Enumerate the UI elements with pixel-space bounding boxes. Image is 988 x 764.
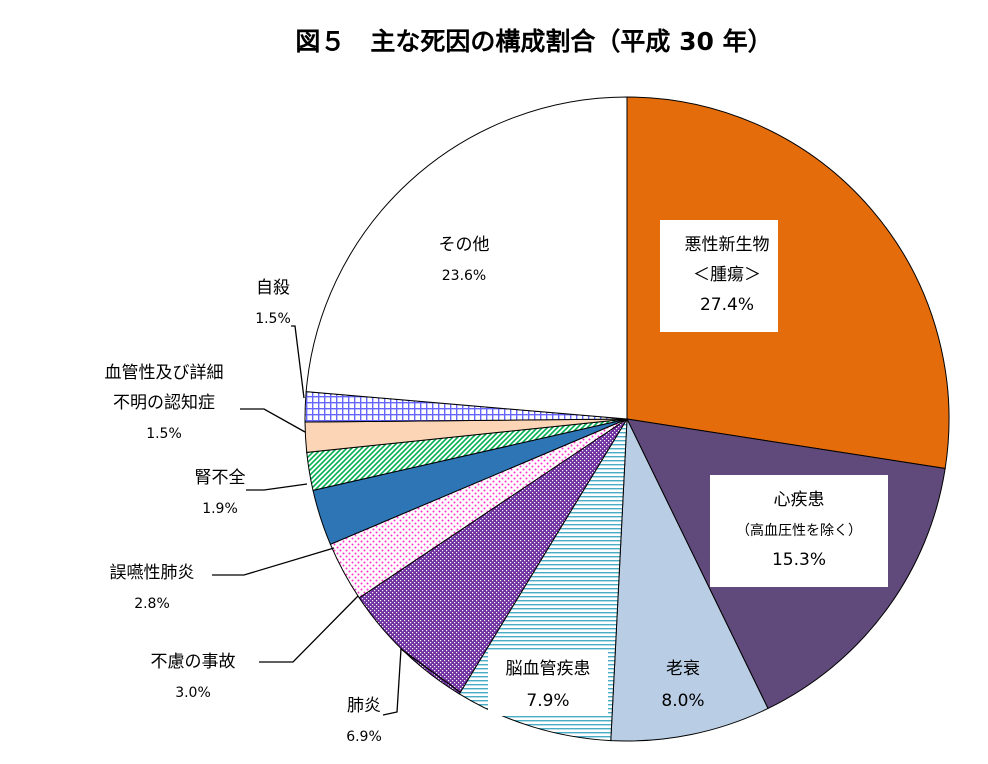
- slice-value-1: 15.3%: [772, 550, 826, 570]
- slice-label-box-3: [488, 652, 608, 716]
- leader-line-4: [382, 647, 461, 716]
- slice-value-0: 27.4%: [700, 295, 754, 315]
- slice-label-6-0: 誤嚥性肺炎: [110, 563, 195, 583]
- slice-label-4-0: 肺炎: [347, 696, 381, 716]
- slice-value-3: 7.9%: [526, 691, 569, 711]
- slice-value-6: 2.8%: [134, 596, 170, 612]
- slice-label-10-0: その他: [439, 235, 490, 255]
- slice-label-0-1: ＜腫瘍＞: [693, 265, 761, 285]
- slice-label-1-0: 心疾患: [774, 490, 825, 510]
- slice-value-8: 1.5%: [146, 426, 182, 442]
- slice-label-3-0: 脳血管疾患: [506, 659, 591, 679]
- slice-label-9-0: 自殺: [256, 278, 290, 298]
- slice-label-box-1: [710, 475, 888, 587]
- slice-labels: 悪性新生物 ＜腫瘍＞ 27.4% 心疾患 （高血圧性を除く） 15.3% 老衰 8.0% 脳血管…: [105, 220, 888, 745]
- slice-value-2: 8.0%: [661, 691, 704, 711]
- leader-line-7: [246, 483, 308, 491]
- leader-line-5: [259, 595, 359, 663]
- slice-label-2-0: 老衰: [666, 659, 700, 679]
- slice-label-8-0: 血管性及び詳細: [105, 363, 224, 383]
- slice-value-5: 3.0%: [175, 685, 211, 701]
- slice-label-1-1: （高血圧性を除く）: [736, 522, 862, 539]
- leader-line-8: [240, 408, 306, 433]
- slice-value-9: 1.5%: [255, 311, 291, 327]
- pie-slice-10: [305, 96, 628, 420]
- pie-slice-0: [626, 96, 950, 470]
- pie-slice-2: [610, 418, 769, 742]
- pie-slices: [304, 96, 950, 742]
- leader-line-9: [291, 325, 305, 399]
- slice-label-5-0: 不慮の事故: [151, 652, 236, 672]
- slice-label-7-0: 腎不全: [195, 468, 246, 488]
- slice-value-7: 1.9%: [202, 501, 238, 517]
- slice-label-8-1: 不明の認知症: [113, 393, 215, 413]
- leader-line-6: [212, 547, 335, 576]
- slice-label-box-0: [660, 220, 778, 332]
- leader-lines: [212, 325, 461, 716]
- slice-value-10: 23.6%: [442, 268, 486, 284]
- slice-value-4: 6.9%: [346, 729, 382, 745]
- chart-title: 図５ 主な死因の構成割合（平成 30 年）: [295, 27, 772, 56]
- slice-label-0-0: 悪性新生物: [685, 235, 770, 255]
